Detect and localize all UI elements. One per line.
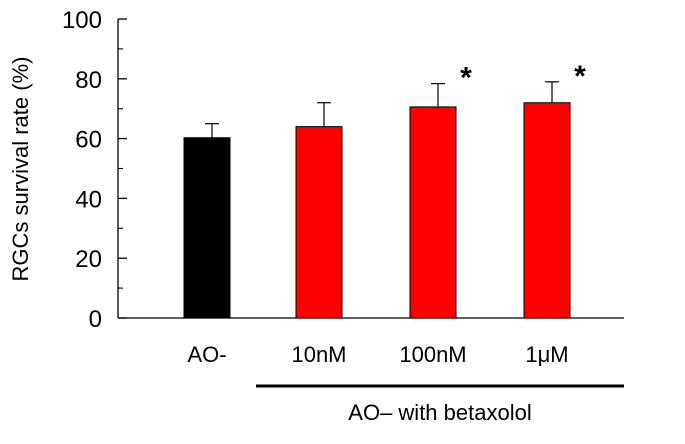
x-tick-labels: AO- 10nM 100nM 1μM (187, 342, 568, 367)
y-tick-label: 60 (75, 127, 102, 154)
bar-0 (183, 137, 231, 319)
group-bracket: AO– with betaxolol (256, 384, 624, 425)
y-axis-label: RGCs survival rate (%) (8, 57, 33, 282)
x-tick-label-0: AO- (187, 342, 226, 367)
x-tick-label-2: 100nM (399, 342, 466, 367)
y-tick-label: 20 (75, 246, 102, 273)
bar-1 (295, 126, 343, 319)
y-axis: 0 20 40 60 80 100 (62, 7, 127, 333)
y-tick-label: 80 (75, 67, 102, 94)
y-tick-label: 40 (75, 186, 102, 213)
error-bars (205, 81, 559, 138)
x-tick-label-1: 10nM (291, 342, 346, 367)
group-label: AO– with betaxolol (348, 400, 531, 425)
x-tick-label-3: 1μM (525, 342, 568, 367)
bars (183, 102, 571, 319)
bar-2 (409, 106, 457, 319)
y-tick-label: 0 (89, 306, 102, 333)
bar-3 (523, 102, 571, 319)
significance-marker-2: * (460, 62, 472, 95)
y-tick-label: 100 (62, 7, 102, 34)
significance-marker-3: * (574, 60, 586, 93)
significance-markers: * * (460, 60, 586, 95)
